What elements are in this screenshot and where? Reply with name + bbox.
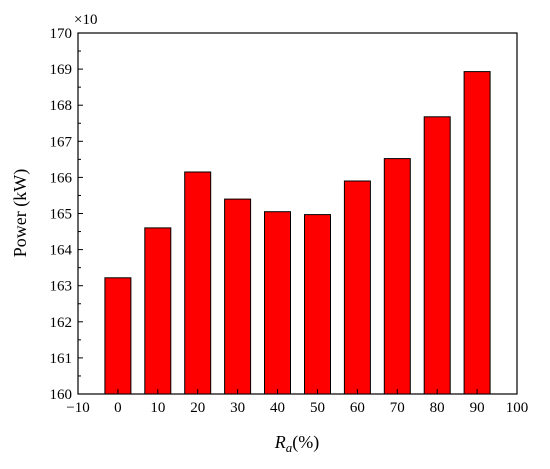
x-tick-label: 70 (390, 400, 405, 416)
ticks-group (77, 32, 518, 395)
bar-30 (224, 198, 252, 395)
x-tick-label: 90 (470, 400, 485, 416)
x-tick-label: 60 (350, 400, 365, 416)
x-tick-label: 10 (150, 400, 165, 416)
y-multiplier: ×10 (74, 12, 97, 28)
x-tick-label: 30 (230, 400, 245, 416)
bar-70 (383, 158, 411, 395)
bar-50 (304, 214, 331, 395)
y-tick-label: 161 (50, 351, 73, 367)
bar-10 (144, 227, 172, 395)
y-tick-label: 168 (50, 98, 73, 114)
x-axis-title-main: R (274, 432, 286, 452)
x-tick-label: 40 (270, 400, 285, 416)
bar-0 (104, 277, 132, 395)
x-tick-label: 0 (114, 400, 122, 416)
y-tick-labels: 160 161 162 163 164 165 166 167 168 169 170 (50, 26, 73, 403)
bars-group (104, 71, 491, 395)
bar-40 (264, 211, 291, 395)
x-axis-title-sub: a (286, 440, 293, 455)
y-tick-label: 167 (50, 134, 73, 150)
x-tick-labels: −10 0 10 20 30 40 50 60 70 80 90 100 (66, 400, 528, 416)
y-tick-label: 170 (50, 26, 73, 42)
y-tick-label: 160 (50, 387, 73, 403)
y-tick-label: 162 (50, 315, 73, 331)
y-axis-title: Power (kW) (10, 169, 31, 257)
x-tick-label: −10 (66, 400, 89, 416)
bar-90 (463, 71, 491, 395)
x-axis-title: Ra(%) (274, 432, 319, 455)
bar-80 (423, 116, 451, 395)
plot-area (77, 32, 518, 395)
x-tick-label: 80 (430, 400, 445, 416)
bar-60 (343, 180, 371, 395)
y-tick-label: 169 (50, 62, 73, 78)
y-tick-label: 165 (50, 207, 73, 223)
x-axis-title-unit: (%) (292, 432, 319, 453)
x-tick-label: 20 (190, 400, 205, 416)
x-tick-label: 100 (506, 400, 529, 416)
x-tick-label: 50 (310, 400, 325, 416)
y-tick-label: 166 (50, 170, 73, 186)
y-tick-label: 164 (50, 243, 73, 259)
bar-20 (184, 171, 212, 395)
y-tick-label: 163 (50, 279, 73, 295)
